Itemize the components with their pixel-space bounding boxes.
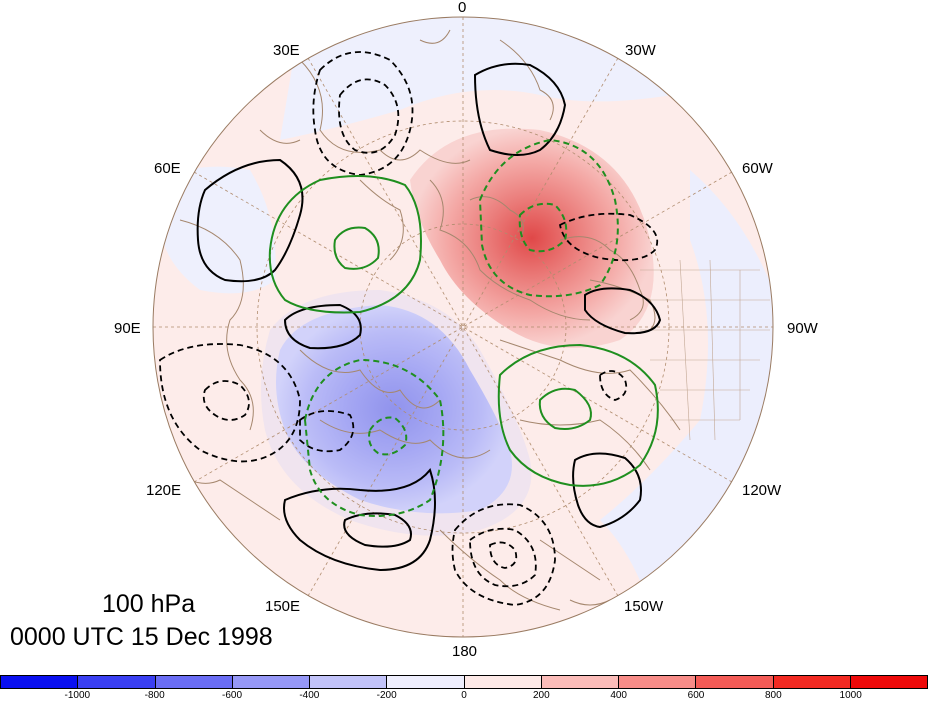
lon-label-150e: 150E [265,598,301,615]
colorbar-box [232,675,310,689]
graticule [153,17,773,637]
positive-anomaly [410,128,654,348]
pale-blue-northwest [160,166,276,294]
colorbar-label: -600 [221,690,243,701]
negative-contours [159,51,659,606]
colorbar-box [619,675,697,689]
title-level: 100 hPa [102,590,196,618]
lon-label-0: 0 [458,0,467,16]
colorbar [0,675,928,689]
lon-label-90w: 90W [787,320,818,337]
green-dashed-contours [303,138,619,517]
colorbar-label: 400 [610,690,627,701]
lon-label-60w: 60W [742,160,773,177]
na-state-lines [640,259,770,441]
colorbar-box [464,675,542,689]
colorbar-label: -800 [144,690,165,701]
colorbar-box [541,675,619,689]
positive-contours [196,62,662,572]
colorbar-box [310,675,388,689]
shading-layer [153,17,773,637]
colorbar-label: 200 [532,690,550,701]
colorbar-label: -400 [299,690,320,701]
map-border [152,16,774,638]
colorbar-label: 0 [461,690,467,701]
colorbar-box [773,675,851,689]
pale-blue-ring [261,290,532,536]
negative-anomaly [276,305,512,514]
colorbar-label: 1000 [839,690,862,701]
lon-label-120w: 120W [742,482,782,499]
lon-label-90e: 90E [114,320,141,337]
green-contours [268,175,659,487]
colorbar-box [696,675,774,689]
colorbar-box [155,675,233,689]
title-time: 0000 UTC 15 Dec 1998 [10,623,273,651]
lon-label-150w: 150W [624,598,664,615]
colorbar-box [78,675,156,689]
colorbar-label: 800 [764,690,782,701]
lon-label-60e: 60E [154,160,181,177]
colorbar-box [0,675,79,689]
lon-label-30e: 30E [273,42,300,59]
lon-label-30w: 30W [625,42,656,59]
colorbar-label: -200 [376,690,397,701]
colorbar-box [850,675,928,689]
lon-label-180: 180 [452,643,478,660]
colorbar-label: 600 [687,690,705,701]
colorbar-label: -1000 [64,690,91,701]
lon-label-120e: 120E [146,482,182,499]
colorbar-box [387,675,465,689]
